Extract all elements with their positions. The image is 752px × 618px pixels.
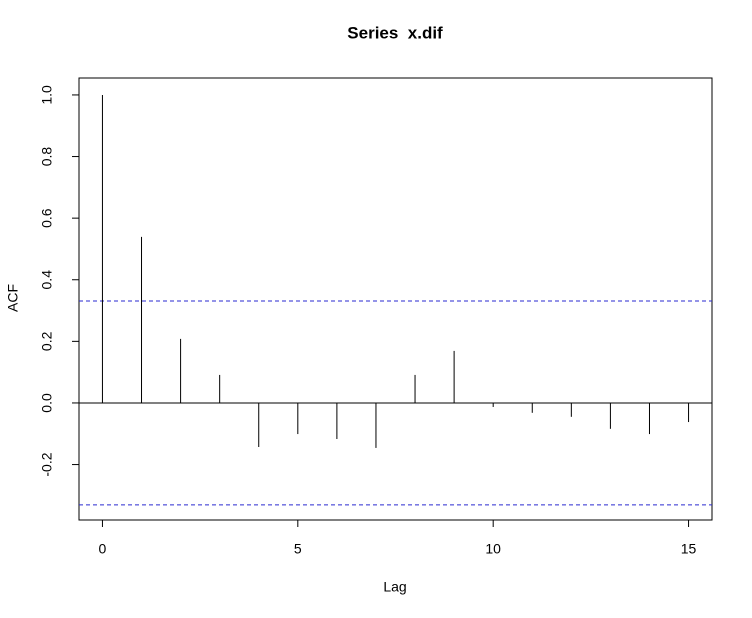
y-axis-label: ACF (5, 284, 21, 312)
y-tick-label: 1.0 (39, 85, 55, 105)
y-tick-label: 0.8 (39, 147, 55, 167)
y-tick-label: 0.0 (39, 393, 55, 413)
chart-title: Series x.dif (347, 23, 443, 42)
y-tick-label: 0.6 (39, 208, 55, 228)
x-tick-label: 15 (681, 541, 697, 557)
x-tick-label: 0 (99, 541, 107, 557)
x-tick-label: 5 (294, 541, 302, 557)
x-tick-label: 10 (485, 541, 501, 557)
plot-frame (78, 77, 713, 521)
x-axis-label: Lag (383, 579, 406, 595)
y-tick-label: -0.2 (39, 452, 55, 476)
y-tick-label: 0.4 (39, 270, 55, 290)
y-tick-label: 0.2 (39, 331, 55, 351)
